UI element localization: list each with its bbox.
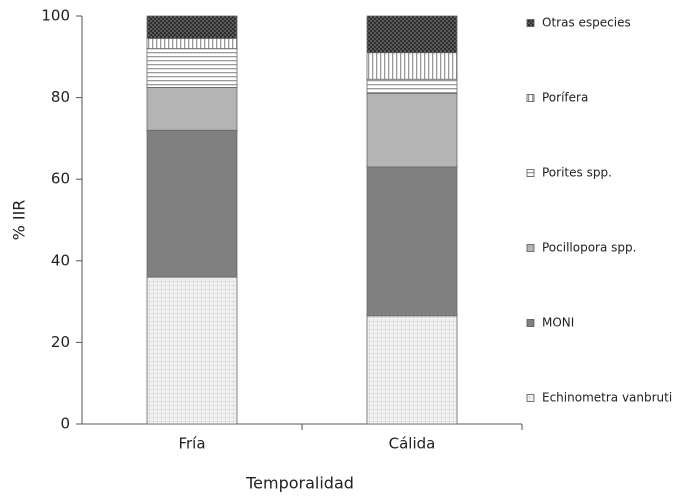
x-axis-label: Temporalidad — [245, 474, 354, 493]
bar-segment — [366, 78, 458, 94]
x-tick-label: Cálida — [389, 435, 436, 453]
bar-segment — [366, 93, 458, 168]
legend-label: Pocillopora spp. — [542, 241, 636, 255]
legend-label: Porites spp. — [542, 166, 612, 180]
legend-swatch — [526, 394, 535, 402]
legend-label: Porífera — [542, 91, 588, 105]
legend-swatch — [526, 19, 535, 27]
legend-swatch — [526, 244, 535, 252]
bar-segment — [146, 129, 238, 278]
bar-segment — [366, 166, 458, 317]
bar-segment — [146, 276, 238, 425]
bar-segment — [146, 15, 238, 39]
y-tick-label: 40 — [51, 251, 70, 269]
legend-label: Otras especies — [542, 16, 631, 30]
legend-label: MONI — [542, 316, 574, 330]
y-tick-label: 0 — [60, 415, 70, 433]
legend-swatch — [526, 319, 535, 327]
y-tick-label: 60 — [51, 170, 70, 188]
bar-segment — [366, 315, 458, 425]
bar-segment — [366, 52, 458, 80]
bar-segment — [146, 38, 238, 50]
legend-swatch — [526, 94, 535, 102]
y-tick-label: 80 — [51, 88, 70, 106]
bar-segment — [146, 48, 238, 88]
y-axis-label: % IIR — [10, 200, 29, 241]
legend-label: Echinometra vanbruti — [542, 391, 672, 405]
bar-segment — [366, 15, 458, 54]
y-tick-label: 100 — [41, 7, 70, 25]
bar-segment — [146, 87, 238, 131]
legend-swatch — [526, 169, 535, 177]
x-tick-label: Fría — [178, 435, 205, 453]
y-tick-label: 20 — [51, 333, 70, 351]
